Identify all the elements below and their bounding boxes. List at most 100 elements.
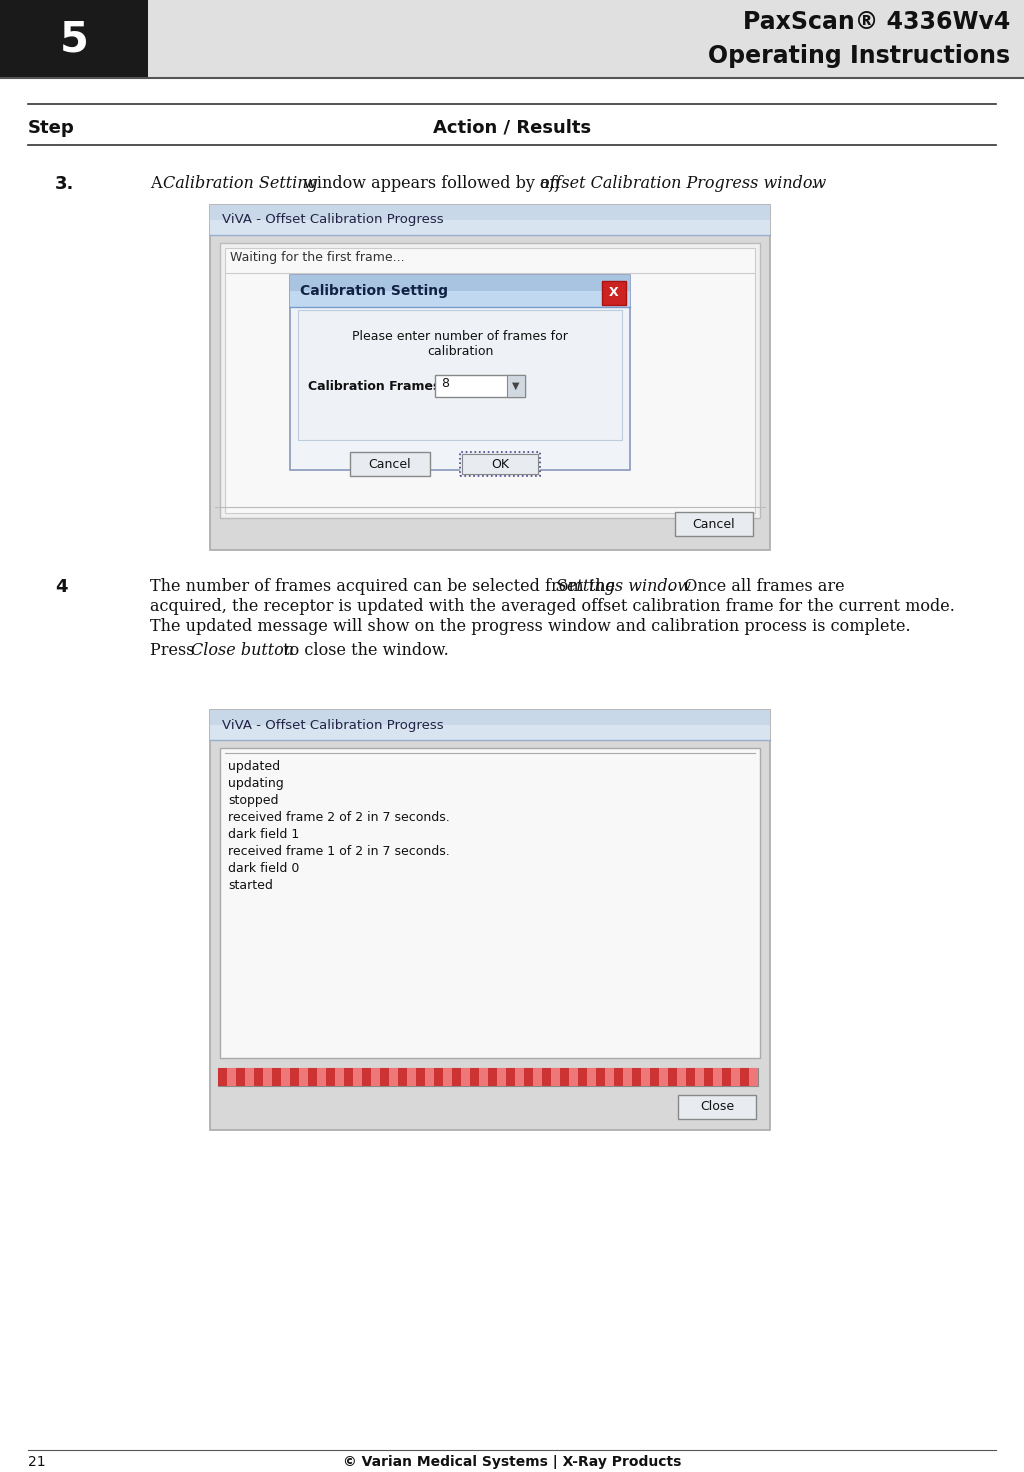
Bar xyxy=(210,219,770,236)
Bar xyxy=(398,1069,407,1086)
Text: The updated message will show on the progress window and calibration process is : The updated message will show on the pro… xyxy=(150,618,910,634)
Bar xyxy=(507,375,525,397)
Bar xyxy=(308,1069,317,1086)
Bar xyxy=(0,0,148,78)
Bar xyxy=(731,1069,740,1086)
Text: © Varian Medical Systems | X-Ray Products: © Varian Medical Systems | X-Ray Product… xyxy=(343,1454,681,1469)
Text: Close button: Close button xyxy=(191,642,294,659)
Bar xyxy=(462,453,538,474)
Bar xyxy=(623,1069,632,1086)
Text: stopped: stopped xyxy=(228,793,279,807)
Bar xyxy=(290,291,630,308)
Bar xyxy=(344,1069,353,1086)
Text: 5: 5 xyxy=(59,18,88,60)
Bar xyxy=(551,1069,560,1086)
Text: received frame 2 of 2 in 7 seconds.: received frame 2 of 2 in 7 seconds. xyxy=(228,811,450,824)
Text: .  Once all frames are: . Once all frames are xyxy=(669,578,845,595)
Bar xyxy=(488,1069,497,1086)
Bar xyxy=(218,1069,227,1086)
Text: Please enter number of frames for: Please enter number of frames for xyxy=(352,330,568,343)
Bar xyxy=(569,1069,578,1086)
Bar xyxy=(713,1069,722,1086)
Bar xyxy=(542,1069,551,1086)
Bar xyxy=(326,1069,335,1086)
Bar xyxy=(148,0,1024,78)
Bar xyxy=(740,1069,749,1086)
Bar xyxy=(290,1069,299,1086)
Bar xyxy=(524,1069,534,1086)
Text: Cancel: Cancel xyxy=(369,458,412,471)
Bar xyxy=(497,1069,506,1086)
Bar xyxy=(632,1069,641,1086)
Text: dark field 0: dark field 0 xyxy=(228,863,299,874)
Bar xyxy=(434,1069,443,1086)
Text: Waiting for the first frame...: Waiting for the first frame... xyxy=(230,252,404,263)
Text: 8: 8 xyxy=(441,377,449,390)
Text: ▼: ▼ xyxy=(512,381,520,392)
Text: calibration: calibration xyxy=(427,344,494,358)
Bar xyxy=(210,205,770,236)
Text: 3.: 3. xyxy=(55,175,75,193)
Text: Operating Instructions: Operating Instructions xyxy=(708,44,1010,68)
Text: Press: Press xyxy=(150,642,200,659)
Bar xyxy=(236,1069,245,1086)
Bar xyxy=(225,247,755,514)
Bar xyxy=(290,275,630,308)
Bar xyxy=(281,1069,290,1086)
Bar xyxy=(353,1069,362,1086)
Text: .: . xyxy=(810,175,815,191)
Bar xyxy=(596,1069,605,1086)
Bar xyxy=(641,1069,650,1086)
Bar xyxy=(210,726,770,740)
Bar xyxy=(695,1069,705,1086)
Text: Action / Results: Action / Results xyxy=(433,119,591,137)
Bar xyxy=(416,1069,425,1086)
Bar xyxy=(335,1069,344,1086)
Bar xyxy=(560,1069,569,1086)
Bar xyxy=(220,748,760,1058)
Bar xyxy=(227,1069,236,1086)
Bar xyxy=(210,205,770,551)
Bar xyxy=(350,452,430,475)
Bar xyxy=(470,1069,479,1086)
Bar xyxy=(254,1069,263,1086)
Bar xyxy=(614,1069,623,1086)
Bar xyxy=(534,1069,542,1086)
Text: started: started xyxy=(228,879,272,892)
Text: X: X xyxy=(609,287,618,299)
Bar xyxy=(425,1069,434,1086)
Bar xyxy=(587,1069,596,1086)
Bar xyxy=(299,1069,308,1086)
Bar xyxy=(461,1069,470,1086)
Bar xyxy=(677,1069,686,1086)
Bar xyxy=(749,1069,758,1086)
Bar xyxy=(220,243,760,518)
Text: 4: 4 xyxy=(55,578,68,596)
Bar xyxy=(298,311,622,440)
Bar xyxy=(460,452,540,475)
Bar xyxy=(218,1069,758,1086)
Bar xyxy=(686,1069,695,1086)
Bar xyxy=(705,1069,713,1086)
Bar xyxy=(578,1069,587,1086)
Text: Calibration Frames:: Calibration Frames: xyxy=(308,380,445,393)
Bar xyxy=(605,1069,614,1086)
Text: window appears followed by an: window appears followed by an xyxy=(298,175,565,191)
Text: updating: updating xyxy=(228,777,284,790)
Bar xyxy=(479,1069,488,1086)
Text: Step: Step xyxy=(28,119,75,137)
Bar xyxy=(407,1069,416,1086)
Text: Close: Close xyxy=(700,1101,734,1113)
Text: ViVA - Offset Calibration Progress: ViVA - Offset Calibration Progress xyxy=(222,213,443,227)
Bar xyxy=(210,710,770,740)
Bar xyxy=(602,281,626,305)
Text: received frame 1 of 2 in 7 seconds.: received frame 1 of 2 in 7 seconds. xyxy=(228,845,450,858)
Bar xyxy=(245,1069,254,1086)
Bar xyxy=(380,1069,389,1086)
Bar xyxy=(506,1069,515,1086)
Bar xyxy=(443,1069,452,1086)
Text: OK: OK xyxy=(490,458,509,471)
Bar xyxy=(389,1069,398,1086)
Text: Calibration Setting: Calibration Setting xyxy=(300,284,449,297)
Bar xyxy=(263,1069,272,1086)
